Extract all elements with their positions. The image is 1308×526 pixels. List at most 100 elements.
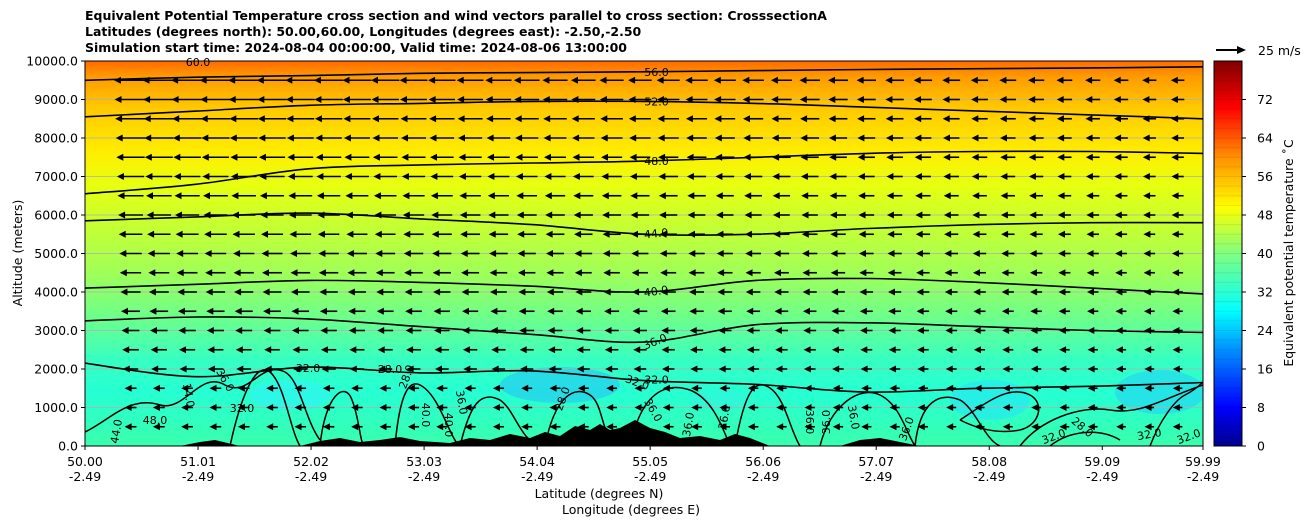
wind-vector-head xyxy=(430,173,438,180)
wind-vector-head xyxy=(458,134,465,142)
wind-vector-head xyxy=(124,404,132,411)
wind-vector-head xyxy=(1114,211,1122,219)
wind-vector-head xyxy=(714,115,722,123)
wind-vector-head xyxy=(232,230,240,238)
wind-vector-head xyxy=(546,269,554,277)
wind-vector-head xyxy=(719,404,727,411)
wind-vector-head xyxy=(629,134,637,142)
colorbar-ticks: 0 8 16 24 32 40 48 56 64 72 xyxy=(1242,92,1273,454)
wind-vector-head xyxy=(1029,230,1037,238)
y-axis-label: Altitude (meters) xyxy=(10,200,25,307)
x-tick-label-lat: 50.00 xyxy=(67,454,103,469)
wind-vector-head xyxy=(492,404,500,411)
wind-vector-head xyxy=(832,346,839,354)
wind-vector-head xyxy=(1056,115,1064,123)
wind-vector-head xyxy=(351,423,359,431)
wind-vector-head xyxy=(889,423,897,431)
wind-vector-head xyxy=(292,346,300,354)
low-contour-label: 40.0 xyxy=(442,413,455,438)
wind-vector-head xyxy=(464,423,472,431)
wind-vector-head xyxy=(717,288,725,296)
contour-label: 52.0 xyxy=(644,95,669,108)
wind-vector-head xyxy=(264,365,272,373)
wind-vector-head xyxy=(1115,346,1123,354)
wind-vector-head xyxy=(122,365,130,373)
wind-vector-head xyxy=(916,288,924,296)
wind-vector-head xyxy=(600,115,608,123)
wind-vector-head xyxy=(573,211,581,219)
wind-vector-head xyxy=(178,327,186,334)
wind-vector-head xyxy=(262,269,269,277)
wind-vector-head xyxy=(1144,346,1152,354)
wind-vector-head xyxy=(406,346,414,354)
wind-vector-head xyxy=(547,327,555,334)
wind-vector-head xyxy=(771,115,779,123)
wind-vector-head xyxy=(375,269,383,277)
wind-vector-head xyxy=(1000,173,1008,180)
wind-vector-head xyxy=(1030,327,1038,334)
wind-vector-head xyxy=(604,327,612,334)
wind-vector-head xyxy=(150,327,157,334)
wind-vector-head xyxy=(1144,423,1152,431)
wind-vector-head xyxy=(371,96,379,103)
wind-vector-head xyxy=(146,192,153,200)
wind-vector-head xyxy=(945,346,953,354)
wind-vector-head xyxy=(518,269,525,277)
wind-vector-head xyxy=(1087,384,1095,392)
wind-vector-head xyxy=(520,365,528,373)
wind-vector-head xyxy=(629,173,637,180)
contour-label: 48.0 xyxy=(644,155,669,168)
wind-vector-head xyxy=(804,384,812,392)
wind-vector-head xyxy=(1114,134,1122,142)
wind-vector-head xyxy=(601,153,608,161)
wind-vector-head xyxy=(630,211,638,219)
wind-vector-head xyxy=(294,404,302,411)
wind-vector-head xyxy=(544,173,552,180)
wind-vector-head xyxy=(403,230,411,238)
wind-vector-head xyxy=(1172,404,1180,411)
wind-vector-head xyxy=(1085,173,1093,180)
wind-vector-head xyxy=(317,211,325,219)
wind-vector-head xyxy=(457,115,465,123)
wind-vector-head xyxy=(802,250,810,257)
x-axis-label-lon: Longitude (degrees E) xyxy=(562,502,700,517)
wind-vector-head xyxy=(776,404,784,411)
low-contour-label: 36.0 xyxy=(680,411,697,437)
wind-vector-head xyxy=(1028,134,1036,142)
wind-vector-head xyxy=(264,346,272,354)
wind-vector-head xyxy=(916,269,924,277)
wind-vector-head xyxy=(399,76,407,84)
wind-vector-head xyxy=(887,230,895,238)
contour-labels: 56.052.048.044.040.036.032.060.044.0 48.0… xyxy=(108,56,1203,447)
wind-vector-head xyxy=(744,192,752,200)
contour-label: 32.0 xyxy=(644,374,669,387)
wind-vector-head xyxy=(544,153,551,161)
wind-vector-head xyxy=(803,365,811,373)
wind-vector-head xyxy=(456,76,464,84)
wind-vector-head xyxy=(150,346,158,354)
x-tick-label-lon: -2.49 xyxy=(408,469,440,484)
wind-vector-head xyxy=(1113,96,1121,103)
wind-vector-head xyxy=(776,423,784,431)
wind-vector-head xyxy=(181,404,189,411)
wind-vector-head xyxy=(379,423,387,431)
x-tick-label-lon: -2.49 xyxy=(860,469,892,484)
wind-vector-head xyxy=(914,96,921,103)
wind-vector-head xyxy=(747,365,755,373)
wind-vector-head xyxy=(460,230,468,238)
wind-vector-head xyxy=(1113,76,1121,84)
wind-vector-head xyxy=(606,384,614,392)
wind-vector-head xyxy=(945,307,953,315)
wind-vector-head xyxy=(634,384,642,392)
wind-vector-head xyxy=(119,269,127,277)
wind-vector-head xyxy=(628,96,636,103)
wind-vector-head xyxy=(177,307,185,315)
wind-vector-head xyxy=(631,230,638,238)
wind-vector-head xyxy=(803,327,811,334)
wind-vector-head xyxy=(374,211,382,219)
wind-vector-head xyxy=(662,423,670,431)
wind-vector-head xyxy=(973,346,981,354)
wind-vector-head xyxy=(119,250,127,257)
wind-vector-head xyxy=(293,365,301,373)
wind-vector-head xyxy=(742,76,750,84)
